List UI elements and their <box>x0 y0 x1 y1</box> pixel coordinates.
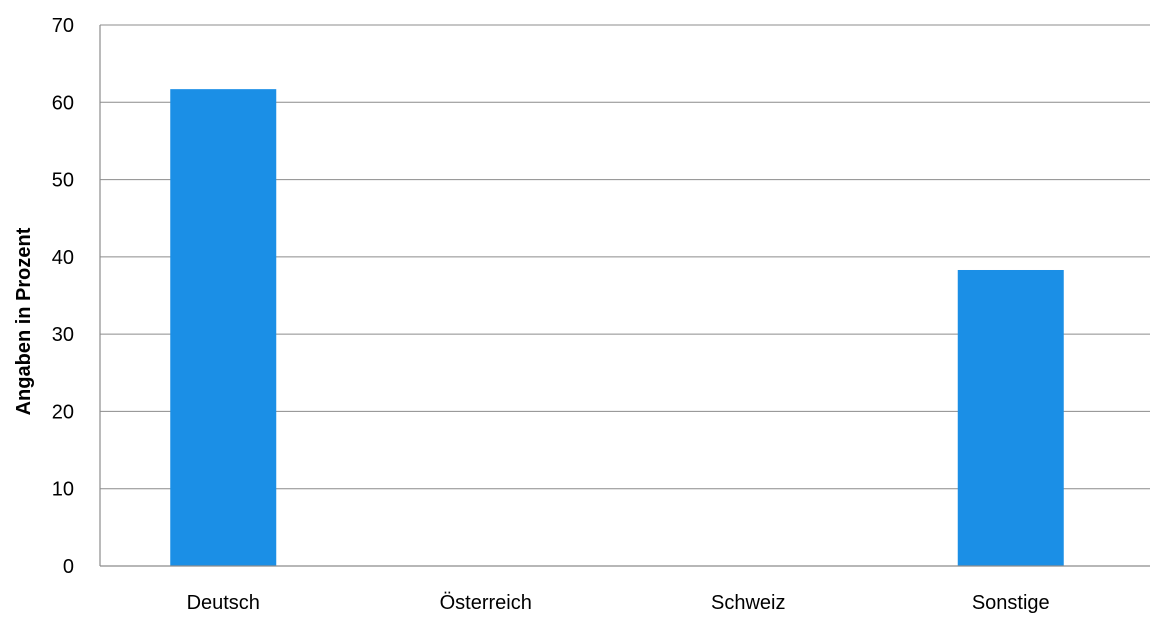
x-tick-label: Deutsch <box>187 592 260 614</box>
axes <box>99 25 1150 567</box>
y-tick-label: 20 <box>52 401 74 423</box>
y-axis-title: Angaben in Prozent <box>13 227 35 415</box>
x-tick-label: Schweiz <box>711 592 785 614</box>
x-tick-label: Österreich <box>440 592 532 614</box>
y-tick-label: 10 <box>52 479 74 501</box>
bar-sonstige <box>957 269 1064 566</box>
y-tick-label: 40 <box>52 247 74 269</box>
y-tick-label: 30 <box>52 324 74 346</box>
bar-deutsch <box>170 89 277 566</box>
y-tick-labels: 0 10 20 30 40 50 60 70 <box>52 15 74 578</box>
x-tick-label: Sonstige <box>972 592 1050 614</box>
y-tick-label: 50 <box>52 170 74 192</box>
bars <box>170 89 1064 566</box>
y-tick-label: 0 <box>63 556 74 578</box>
x-tick-labels: Deutsch Österreich Schweiz Sonstige <box>187 592 1050 614</box>
y-tick-label: 60 <box>52 92 74 114</box>
y-tick-label: 70 <box>52 15 74 37</box>
